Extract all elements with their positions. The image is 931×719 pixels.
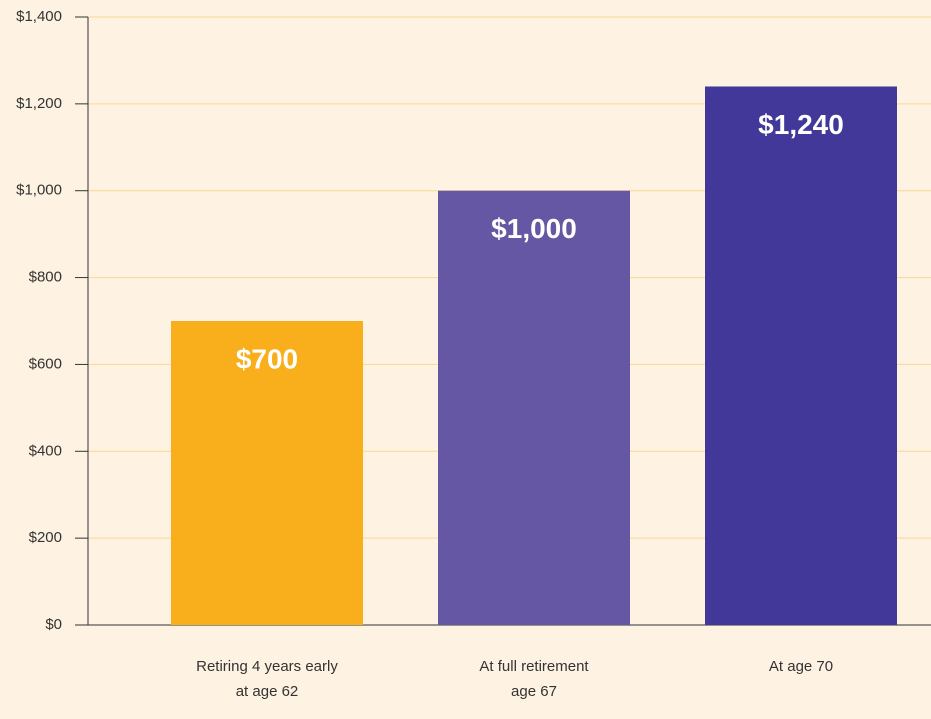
- data-label: $1,240: [758, 109, 844, 140]
- x-tick-label: At age 70: [769, 658, 833, 675]
- bar: [171, 321, 363, 625]
- bar: [705, 86, 897, 625]
- x-tick-label-line: At age 70: [769, 658, 833, 675]
- y-tick-label: $1,400: [16, 8, 62, 25]
- bar: [438, 190, 630, 625]
- x-tick-label: At full retirement age 67: [479, 658, 589, 700]
- data-label: $1,000: [491, 213, 577, 244]
- y-tick-label: $200: [29, 529, 62, 546]
- y-tick-label: $1,200: [16, 95, 62, 112]
- x-tick-label: Retiring 4 years early at age 62: [196, 658, 338, 700]
- y-tick-label: $1,000: [16, 182, 62, 199]
- data-label: $700: [236, 343, 298, 374]
- y-tick-label: $400: [29, 442, 62, 459]
- y-tick-label: $800: [29, 269, 62, 286]
- x-tick-label-line: At full retirement: [479, 658, 589, 675]
- x-tick-label-line: Retiring 4 years early: [196, 658, 338, 675]
- x-tick-label-line: age 67: [511, 683, 557, 700]
- y-tick-label: $0: [45, 616, 62, 633]
- y-tick-label: $600: [29, 355, 62, 372]
- x-tick-label-line: at age 62: [236, 683, 299, 700]
